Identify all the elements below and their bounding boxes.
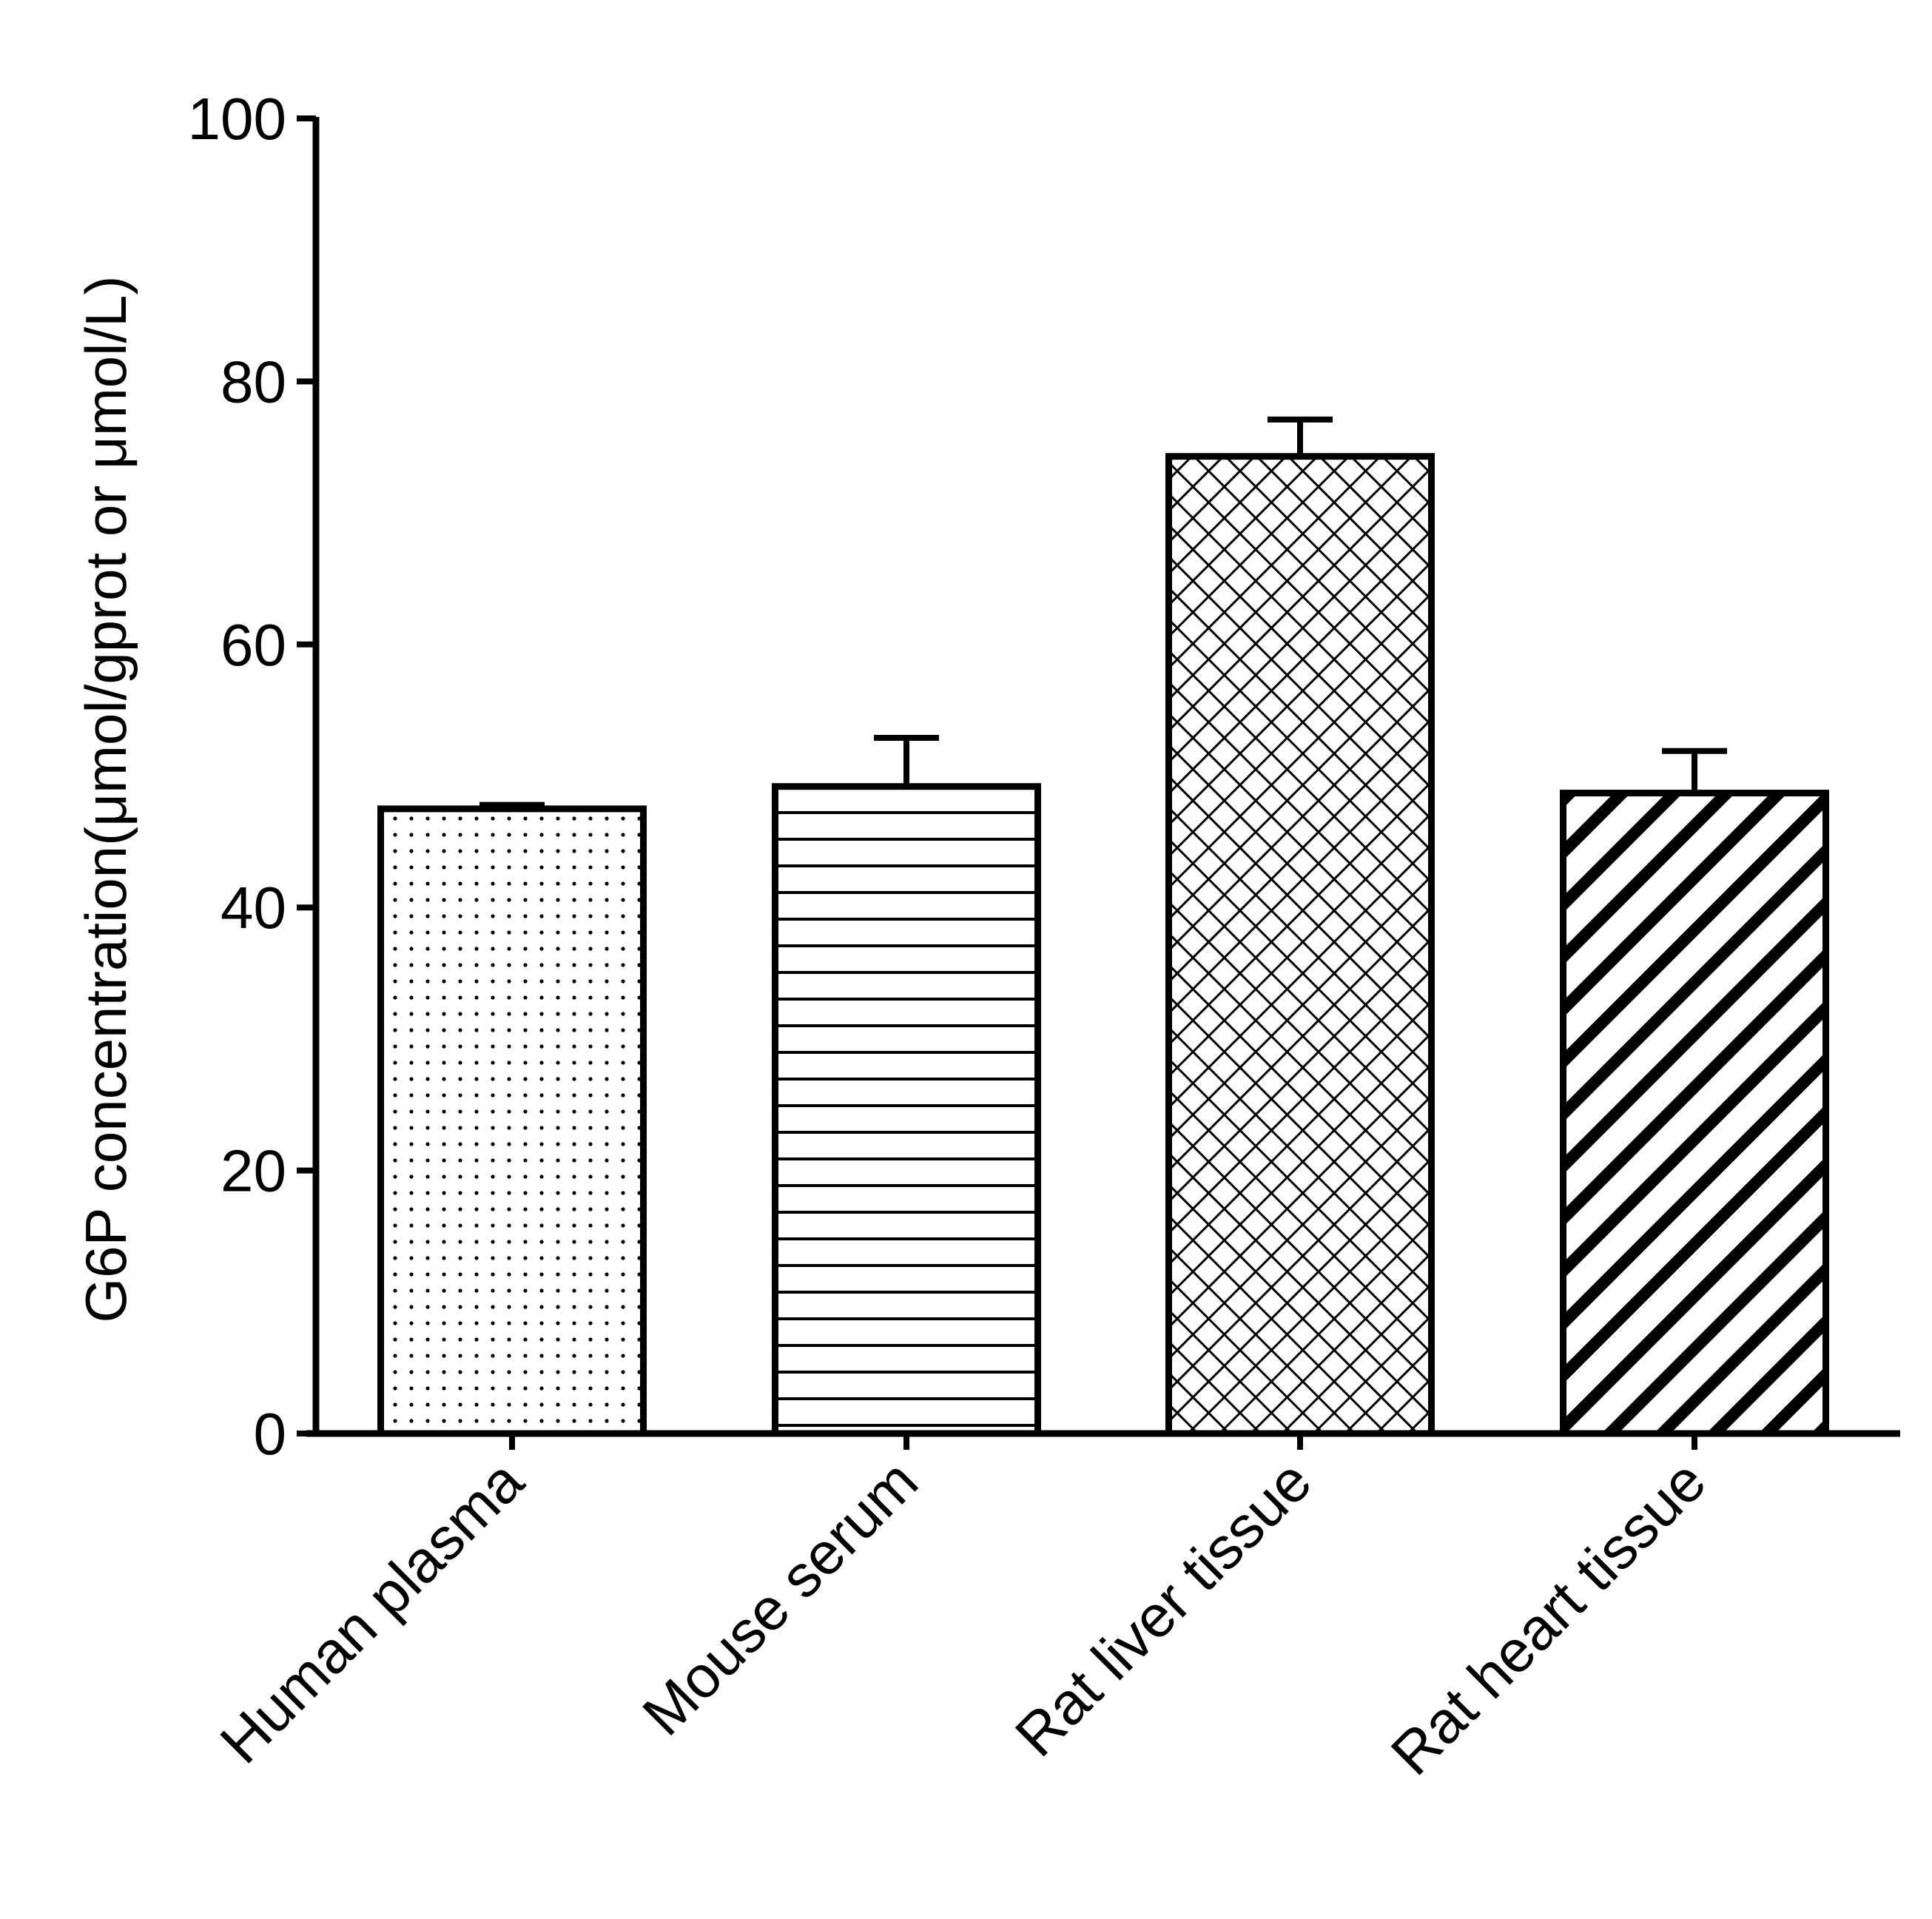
y-tick-label: 20 <box>221 1138 286 1204</box>
bar-rat-liver-tissue <box>1165 453 1435 1437</box>
y-tick-label: 60 <box>221 612 286 678</box>
y-axis-ticks: 0 20 40 60 80 100 <box>188 86 316 1467</box>
bars <box>377 453 1829 1437</box>
bar-mouse-serum <box>772 783 1041 1437</box>
x-category-label: Rat liver tissue <box>1003 1448 1324 1769</box>
y-tick-label: 80 <box>221 349 286 414</box>
bar-rat-heart-tissue <box>1560 790 1829 1437</box>
y-axis-title: G6P concentration(μmol/gprot or μmol/L) <box>73 275 138 1323</box>
x-category-label: Human plasma <box>208 1448 536 1776</box>
axes <box>306 117 1900 1437</box>
bar-human-plasma <box>377 805 647 1437</box>
error-bars <box>479 416 1727 1450</box>
y-tick-label: 0 <box>254 1401 287 1467</box>
y-tick-label: 100 <box>188 86 286 152</box>
x-axis-labels: Human plasma Mouse serum Rat liver tissue R… <box>208 1448 1718 1787</box>
x-category-label: Mouse serum <box>630 1448 930 1748</box>
x-category-label: Rat heart tissue <box>1379 1448 1718 1787</box>
y-tick-label: 40 <box>221 875 286 941</box>
